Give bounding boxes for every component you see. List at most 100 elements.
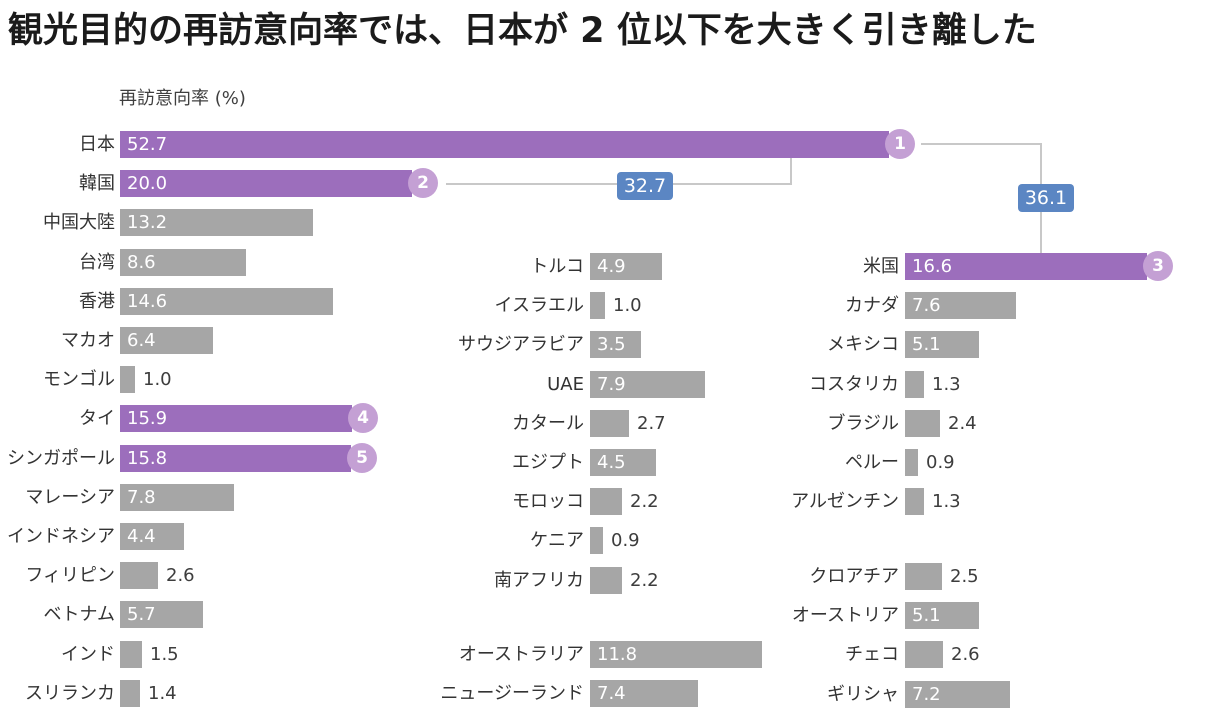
bar xyxy=(120,405,352,432)
country-label: ベトナム xyxy=(43,604,115,625)
value-label: 2.4 xyxy=(948,413,977,434)
value-label: 1.3 xyxy=(932,491,961,512)
country-label: コスタリカ xyxy=(809,374,899,395)
bar xyxy=(905,563,942,590)
country-label: シンガポール xyxy=(7,448,115,469)
value-label: 14.6 xyxy=(127,291,168,312)
bar xyxy=(905,681,1010,708)
country-label: 日本 xyxy=(79,134,115,155)
value-label: 20.0 xyxy=(127,173,168,194)
bar xyxy=(120,562,158,589)
country-label: マレーシア xyxy=(25,487,115,508)
country-label: オーストラリア xyxy=(458,644,584,665)
country-label: スリランカ xyxy=(25,683,115,704)
bar xyxy=(590,410,629,437)
value-label: 8.6 xyxy=(127,252,156,273)
bar xyxy=(590,371,705,398)
value-label: 7.9 xyxy=(597,374,626,395)
value-label: 1.5 xyxy=(150,644,179,665)
country-label: モンゴル xyxy=(43,369,115,390)
country-label: トルコ xyxy=(530,256,584,277)
bar xyxy=(590,253,662,280)
country-label: クロアチア xyxy=(809,566,899,587)
country-label: タイ xyxy=(79,408,115,429)
value-label: 1.0 xyxy=(143,369,172,390)
country-label: ブラジル xyxy=(827,413,899,434)
country-label: マカオ xyxy=(61,330,115,351)
value-label: 7.8 xyxy=(127,487,156,508)
value-label: 15.9 xyxy=(127,408,168,429)
bar xyxy=(120,484,234,511)
country-label: 南アフリカ xyxy=(494,570,584,591)
country-label: イスラエル xyxy=(494,295,584,316)
value-label: 0.9 xyxy=(611,530,640,551)
country-label: 韓国 xyxy=(79,173,115,194)
bar xyxy=(905,641,943,668)
value-label: 4.9 xyxy=(597,256,626,277)
value-label: 13.2 xyxy=(127,212,168,233)
bar xyxy=(120,523,184,550)
value-label: 15.8 xyxy=(127,448,168,469)
country-label: サウジアラビア xyxy=(458,334,584,355)
rank-badge: 3 xyxy=(1143,251,1173,281)
value-label: 52.7 xyxy=(127,134,168,155)
country-label: チェコ xyxy=(845,644,899,665)
bar xyxy=(120,170,412,197)
rank-badge: 1 xyxy=(885,129,915,159)
value-label: 2.6 xyxy=(166,565,195,586)
value-label: 11.8 xyxy=(597,644,638,665)
bar xyxy=(905,253,1147,280)
country-label: 香港 xyxy=(79,291,115,312)
bar xyxy=(905,602,979,629)
country-label: 台湾 xyxy=(79,252,115,273)
connector-korea-vertical xyxy=(790,158,792,185)
bar xyxy=(590,641,762,668)
connector-japan-horizontal xyxy=(921,143,1042,145)
value-label: 5.1 xyxy=(912,334,941,355)
country-label: ケニア xyxy=(530,530,584,551)
bar xyxy=(590,292,605,319)
bar xyxy=(120,327,213,354)
bar xyxy=(905,449,918,476)
bar xyxy=(120,249,246,276)
bar xyxy=(120,445,351,472)
value-label: 7.2 xyxy=(912,684,941,705)
bar xyxy=(905,488,924,515)
bar xyxy=(590,449,656,476)
value-label: 2.7 xyxy=(637,413,666,434)
bar xyxy=(120,680,140,707)
country-label: 中国大陸 xyxy=(43,212,115,233)
bar xyxy=(120,366,135,393)
bar xyxy=(905,331,979,358)
rank-badge: 2 xyxy=(408,168,438,198)
country-label: エジプト xyxy=(512,452,584,473)
country-label: フィリピン xyxy=(25,565,115,586)
page-title: 観光目的の再訪意向率では、日本が 2 位以下を大きく引き離した xyxy=(8,11,1037,51)
country-label: ペルー xyxy=(845,452,899,473)
value-label: 1.0 xyxy=(613,295,642,316)
value-label: 0.9 xyxy=(926,452,955,473)
diff-badge-japan-korea: 32.7 xyxy=(617,172,673,200)
value-label: 7.4 xyxy=(597,683,626,704)
value-label: 2.2 xyxy=(630,570,659,591)
value-label: 1.3 xyxy=(932,374,961,395)
bar xyxy=(905,292,1016,319)
country-label: インド xyxy=(61,644,115,665)
bar xyxy=(590,567,622,594)
bar xyxy=(905,371,924,398)
value-label: 7.6 xyxy=(912,295,941,316)
country-label: カタール xyxy=(512,413,584,434)
value-label: 4.5 xyxy=(597,452,626,473)
country-label: 米国 xyxy=(863,256,899,277)
bar xyxy=(120,641,142,668)
value-label: 16.6 xyxy=(912,256,953,277)
bar xyxy=(590,680,698,707)
country-label: モロッコ xyxy=(512,491,584,512)
bar xyxy=(120,209,313,236)
country-label: アルゼンチン xyxy=(791,491,899,512)
bar xyxy=(590,331,641,358)
value-axis-label: 再訪意向率 (%) xyxy=(119,88,246,109)
value-label: 6.4 xyxy=(127,330,156,351)
country-label: メキシコ xyxy=(827,334,899,355)
